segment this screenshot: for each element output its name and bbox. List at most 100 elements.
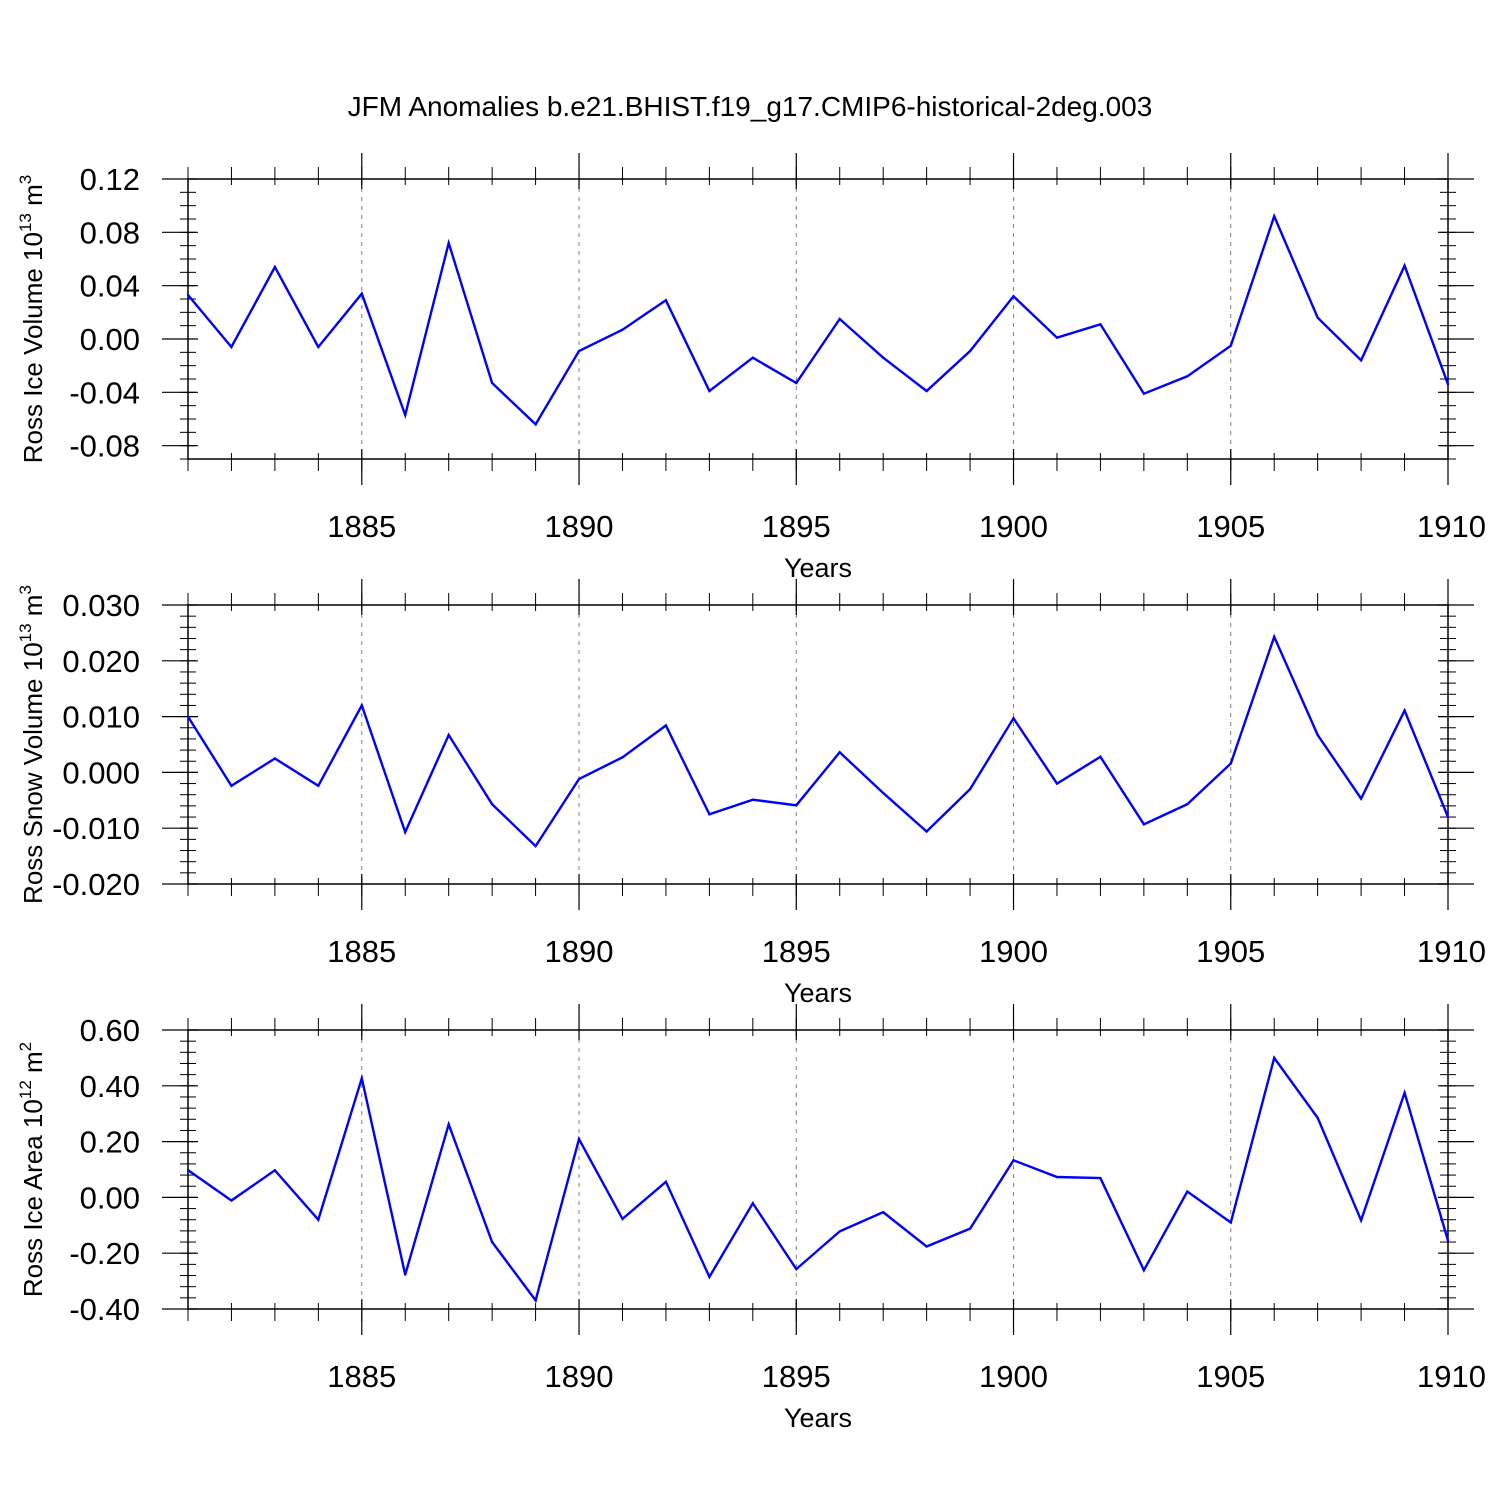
data-point xyxy=(1229,762,1232,765)
x-tick-label: 1885 xyxy=(327,509,396,544)
x-tick-label: 1900 xyxy=(979,934,1048,969)
y-tick-label: -0.04 xyxy=(69,375,140,410)
data-point xyxy=(1359,797,1363,800)
data-point xyxy=(751,1202,755,1205)
data-point xyxy=(708,813,711,816)
data-point xyxy=(534,1299,537,1302)
data-point xyxy=(490,1240,494,1244)
data-point xyxy=(1446,383,1450,386)
data-point xyxy=(1273,1056,1276,1060)
data-point xyxy=(1142,392,1146,395)
data-point xyxy=(1012,717,1015,720)
series-line xyxy=(187,1055,1450,1304)
plot-frame xyxy=(187,178,1449,460)
x-tick-label: 1905 xyxy=(1196,509,1265,544)
y-tick-label: 0.20 xyxy=(80,1125,140,1160)
data-point xyxy=(925,1245,928,1248)
data-point xyxy=(577,777,581,781)
x-tick-label: 1905 xyxy=(1196,1359,1265,1394)
data-point xyxy=(838,751,841,754)
data-point xyxy=(1055,782,1059,785)
x-tick-label: 1895 xyxy=(762,934,831,969)
data-point xyxy=(1316,316,1319,319)
data-point xyxy=(795,381,798,385)
data-point xyxy=(404,1273,407,1276)
data-point xyxy=(186,293,190,297)
data-point xyxy=(186,1168,190,1172)
data-point xyxy=(534,423,537,426)
data-point xyxy=(664,299,668,302)
y-tick-label: 0.00 xyxy=(80,322,140,357)
data-point xyxy=(881,791,885,795)
data-point xyxy=(273,757,277,760)
plot-frame xyxy=(187,604,1449,885)
data-point xyxy=(490,381,494,385)
data-point xyxy=(1012,295,1015,298)
y-axis-label: Ross Snow Volume 1013 m3 xyxy=(16,585,48,904)
data-point xyxy=(1316,1116,1319,1120)
data-point xyxy=(795,1267,798,1271)
data-point xyxy=(751,798,755,801)
data-point xyxy=(447,733,450,737)
data-point xyxy=(534,844,537,848)
data-point xyxy=(838,1230,841,1233)
x-tick-label: 1895 xyxy=(762,509,831,544)
y-tick-label: -0.40 xyxy=(69,1292,140,1327)
data-point xyxy=(360,1077,363,1080)
data-point xyxy=(621,328,624,331)
y-tick-label: 0.020 xyxy=(62,644,140,679)
data-point xyxy=(1316,733,1319,737)
data-point xyxy=(968,1227,972,1230)
data-point xyxy=(1403,264,1406,267)
data-point xyxy=(925,830,928,833)
data-point xyxy=(795,804,798,807)
data-point xyxy=(404,413,407,417)
data-point xyxy=(968,349,972,353)
data-point xyxy=(1229,344,1232,347)
data-point xyxy=(1359,1219,1363,1222)
y-tick-label: 0.00 xyxy=(80,1180,140,1215)
data-point xyxy=(317,784,320,787)
data-point xyxy=(1186,803,1189,806)
x-tick-label: 1890 xyxy=(545,1359,614,1394)
data-point xyxy=(1229,1221,1232,1224)
y-tick-label: -0.020 xyxy=(52,867,140,902)
data-point xyxy=(447,1123,450,1126)
y-tick-label: 0.000 xyxy=(62,755,140,790)
data-point xyxy=(1186,1190,1189,1193)
y-tick-label: 0.04 xyxy=(80,269,140,304)
y-tick-label: 0.010 xyxy=(62,700,140,735)
data-point xyxy=(1055,1175,1059,1179)
data-point xyxy=(577,349,581,353)
data-point xyxy=(1273,635,1276,639)
data-point xyxy=(881,356,885,359)
chart-panel-1: 0.12 0.08 0.04 0.00 -0.04 -0.08 1885 1890 1895 19… xyxy=(16,153,1486,583)
x-axis-label: Years xyxy=(784,553,852,583)
x-tick-label: 1905 xyxy=(1196,934,1265,969)
data-point xyxy=(360,704,363,707)
series-line xyxy=(187,212,1450,427)
data-point xyxy=(186,715,190,718)
x-tick-label: 1910 xyxy=(1417,1359,1486,1394)
y-axis-label: Ross Ice Area 1012 m2 xyxy=(16,1042,48,1297)
data-point xyxy=(621,1217,624,1221)
x-tick-label: 1900 xyxy=(979,1359,1048,1394)
series-line xyxy=(186,633,1450,848)
x-axis-label: Years xyxy=(784,1403,852,1433)
data-point xyxy=(708,389,711,393)
x-axis-label: Years xyxy=(784,978,852,1008)
data-point xyxy=(968,787,972,791)
chart-panel-3: 0.60 0.40 0.20 0.00 -0.20 -0.40 1885 1890 1895 19… xyxy=(16,1004,1486,1433)
figure-title: JFM Anomalies b.e21.BHIST.f19_g17.CMIP6-… xyxy=(348,91,1153,122)
data-point xyxy=(1142,1269,1146,1272)
data-point xyxy=(925,389,928,393)
data-point xyxy=(1099,1176,1102,1180)
data-point xyxy=(577,1137,581,1141)
x-tick-label: 1895 xyxy=(762,1359,831,1394)
data-point xyxy=(230,345,233,349)
x-tick-label: 1885 xyxy=(327,1359,396,1394)
data-point xyxy=(273,1169,277,1172)
data-point xyxy=(1446,1239,1450,1242)
